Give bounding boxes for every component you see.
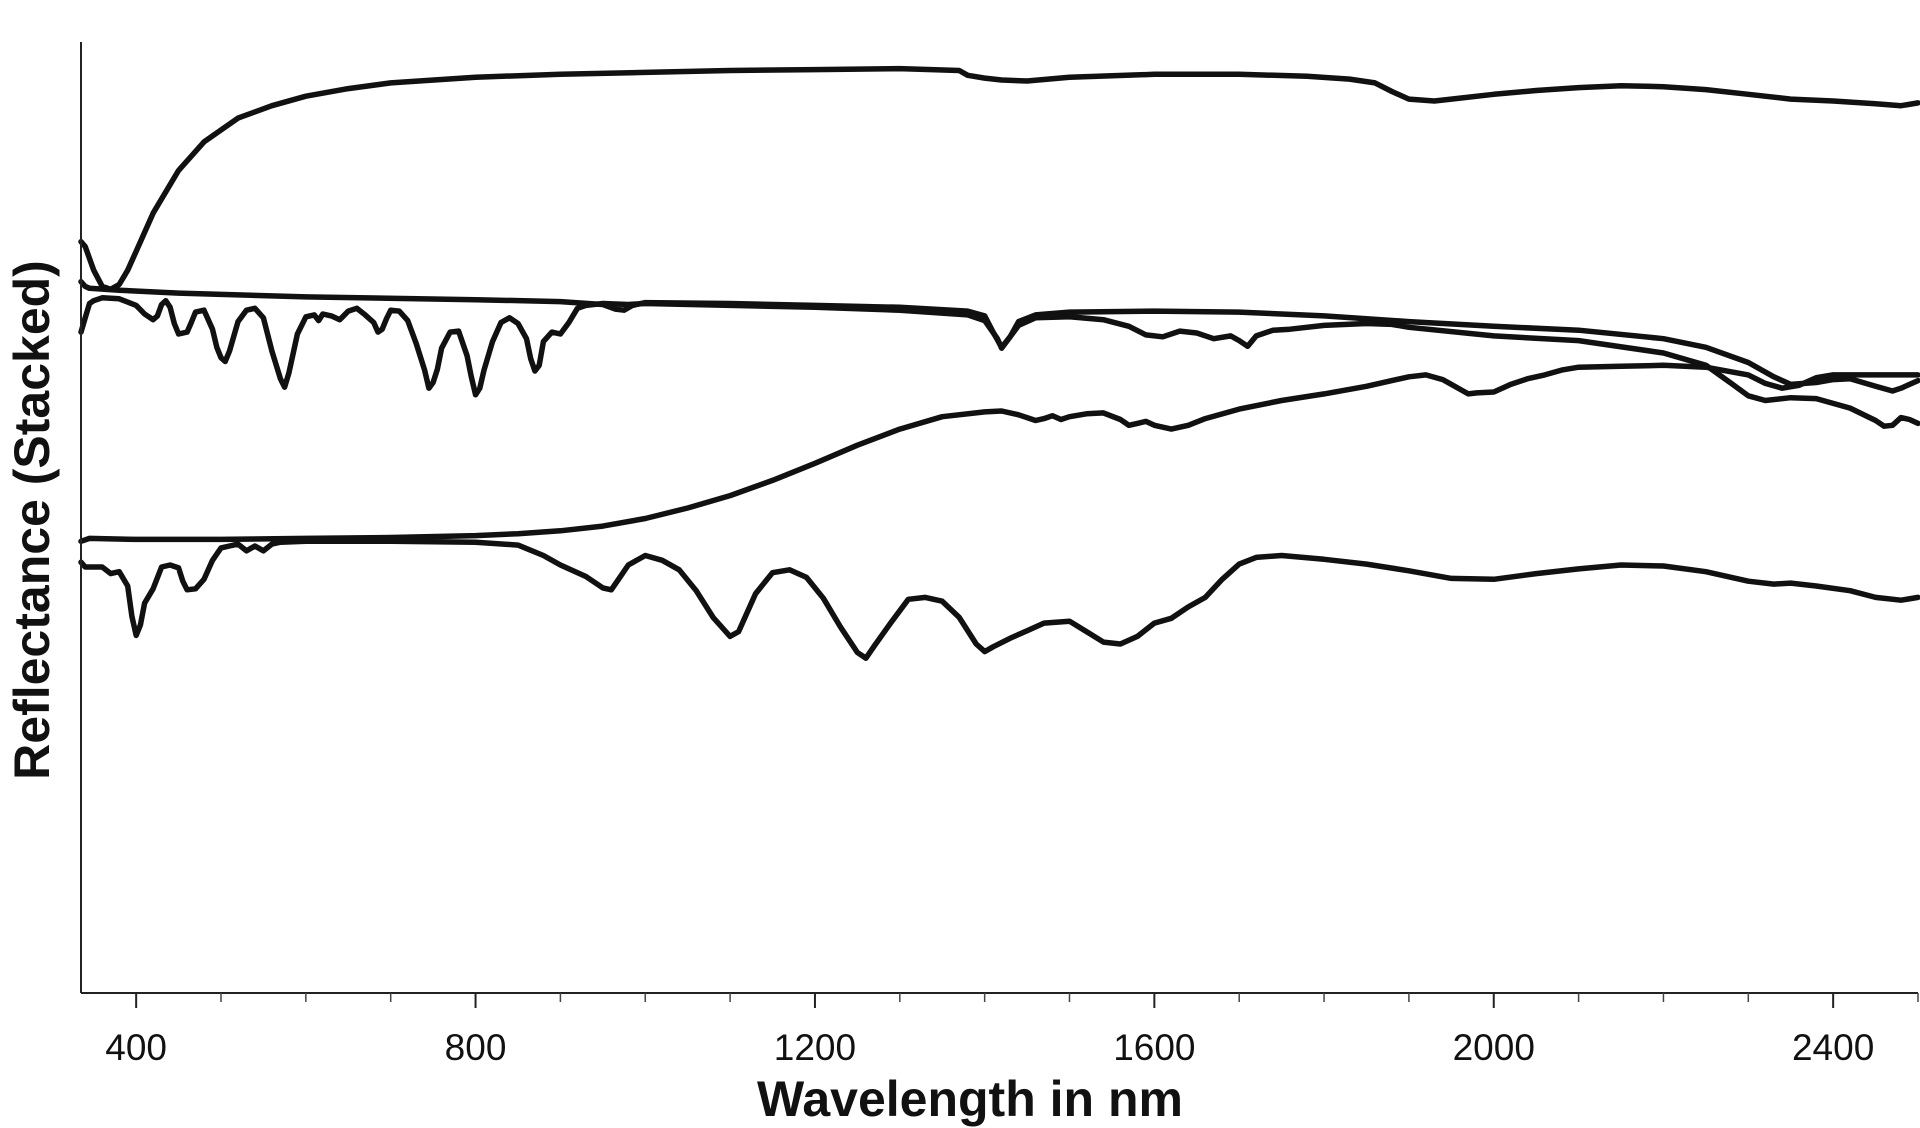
spectrum-line-5: [78, 538, 1920, 661]
y-axis-title: Reflectance (Stacked): [4, 260, 60, 780]
x-tick-label: 400: [105, 1027, 167, 1068]
x-tick-label: 1200: [774, 1027, 856, 1068]
x-tick-label: 800: [445, 1027, 507, 1068]
series-layer: [78, 65, 1920, 661]
x-axis-title: Wavelength in nm: [757, 1071, 1183, 1127]
spectrum-line-2: [78, 278, 1920, 394]
x-axis-ticks: 400 800 1200 1600 2000 2400: [105, 993, 1919, 1068]
spectrum-line-4: [78, 362, 1920, 545]
spectrum-line-3: [78, 295, 1920, 429]
x-tick-label: 2000: [1453, 1027, 1535, 1068]
spectrum-line-1: [78, 65, 1920, 293]
x-tick-label: 2400: [1792, 1027, 1874, 1068]
x-tick-label: 1600: [1113, 1027, 1195, 1068]
